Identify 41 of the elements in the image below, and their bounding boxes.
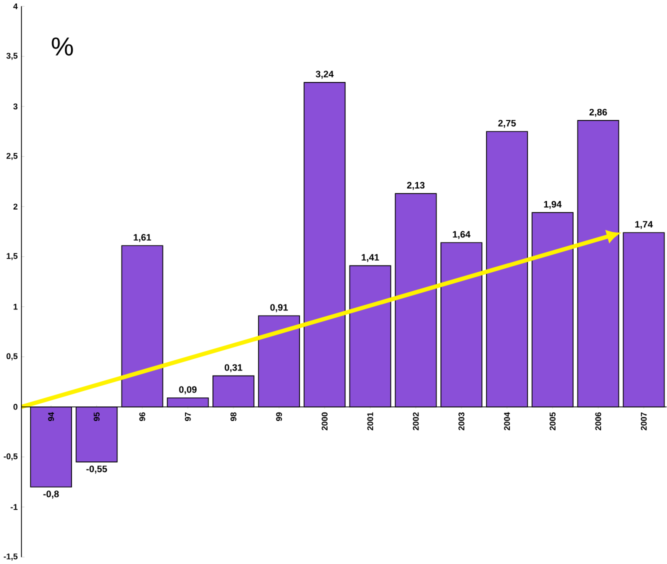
data-label: 0,91	[270, 304, 288, 312]
x-tick-label: 95	[94, 412, 100, 422]
data-label: 3,24	[316, 70, 334, 79]
x-tick-label: 2004	[504, 412, 510, 430]
x-tick-label: 99	[276, 412, 282, 422]
y-tick-label: -1	[10, 504, 18, 510]
x-tick-label: 2003	[458, 412, 464, 430]
data-label: 0,31	[224, 364, 242, 372]
y-tick-label: -1,5	[4, 554, 18, 561]
y-tick-label: -0,5	[4, 453, 18, 460]
y-tick-label: 1,5	[6, 253, 18, 260]
x-tick-label: 2006	[595, 412, 602, 430]
data-label: 1,41	[362, 254, 380, 262]
x-tick-label: 2007	[640, 412, 647, 430]
y-tick-label: 3,5	[6, 52, 18, 60]
data-label: 0,09	[179, 386, 197, 394]
data-label: 1,61	[134, 234, 152, 242]
data-label: 1,94	[544, 200, 562, 209]
x-tick-label: 2000	[322, 412, 328, 430]
data-label: 1,74	[635, 221, 653, 229]
x-tick-label: 96	[139, 412, 146, 422]
x-tick-label: 98	[230, 412, 236, 422]
x-tick-label: 2001	[367, 412, 374, 430]
data-label: 2,86	[589, 108, 607, 117]
data-label: -0,8	[43, 490, 59, 499]
y-tick-label: 0	[13, 404, 18, 410]
data-label: 2,75	[498, 120, 516, 128]
y-axis-title: %	[52, 38, 73, 56]
y-tick-label: 4	[13, 3, 18, 10]
y-tick-label: 3	[13, 103, 18, 110]
y-tick-label: 2,5	[6, 152, 18, 160]
y-tick-label: 1	[14, 304, 18, 310]
y-tick-label: 2	[13, 204, 18, 210]
data-label: 1,64	[452, 230, 470, 239]
x-tick-label: 94	[48, 412, 54, 422]
data-label: 2,13	[407, 182, 425, 190]
y-tick-label: 0,5	[6, 353, 18, 360]
data-label: -0,55	[86, 466, 108, 474]
x-tick-label: 2005	[550, 412, 556, 430]
x-tick-label: 97	[184, 412, 191, 422]
x-tick-label: 2002	[412, 412, 419, 430]
